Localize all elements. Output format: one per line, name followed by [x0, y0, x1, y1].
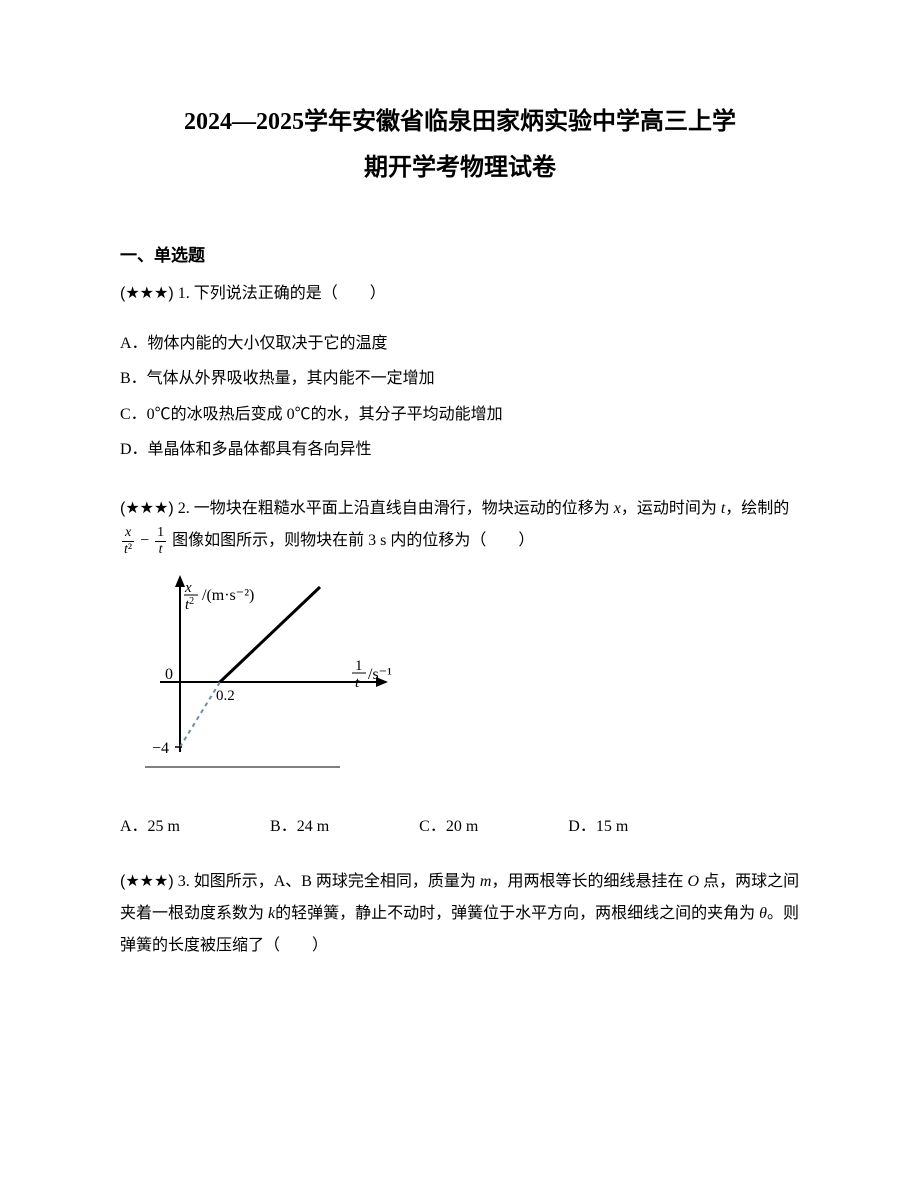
question-text-part3: ，绘制的 — [725, 500, 789, 517]
question-1: (★★★) 1. 下列说法正确的是（ ） — [120, 278, 800, 310]
question-text-part2: ，用两根等长的细线悬挂在 — [491, 873, 683, 890]
chart: x t2 /(m·s⁻²) 1 t /s⁻¹ 0 0.2 −4 — [120, 567, 800, 782]
y-axis-label-den: t2 — [185, 596, 194, 613]
x-tick-label: 0.2 — [216, 688, 235, 704]
option-d: D．单晶体和多晶体都具有各向异性 — [120, 432, 800, 467]
difficulty-stars: (★★★) — [120, 500, 174, 517]
question-number: 2. — [178, 500, 190, 517]
document-title: 2024—2025学年安徽省临泉田家炳实验中学高三上学 期开学考物理试卷 — [120, 100, 800, 191]
chart-svg: x t2 /(m·s⁻²) 1 t /s⁻¹ 0 0.2 −4 — [120, 567, 420, 777]
question-1-options: A．物体内能的大小仅取决于它的温度 B．气体从外界吸收热量，其内能不一定增加 C… — [120, 326, 800, 467]
difficulty-stars: (★★★) — [120, 285, 174, 302]
question-text-part4: 图像如图所示，则物块在前 3 s 内的位移为（ ） — [172, 532, 534, 549]
dashed-line — [180, 682, 220, 747]
question-text: 下列说法正确的是（ ） — [194, 285, 386, 302]
option-c: C．20 m — [419, 812, 478, 836]
y-axis-label: x — [184, 580, 192, 596]
question-2: (★★★) 2. 一物块在粗糙水平面上沿直线自由滑行，物块运动的位移为 x，运动… — [120, 493, 800, 557]
option-a: A．物体内能的大小仅取决于它的温度 — [120, 326, 800, 361]
question-number: 1. — [178, 285, 190, 302]
option-d: D．15 m — [568, 812, 628, 836]
option-b: B．24 m — [270, 812, 329, 836]
variable-theta: θ — [759, 905, 767, 922]
variable-m: m — [480, 873, 492, 890]
section-heading: 一、单选题 — [120, 241, 800, 266]
origin-label: 0 — [165, 666, 173, 683]
question-text-part1: 一物块在粗糙水平面上沿直线自由滑行，物块运动的位移为 — [194, 500, 610, 517]
question-2-options: A．25 m B．24 m C．20 m D．15 m — [120, 812, 800, 836]
y-axis-unit: /(m·s⁻²) — [202, 587, 254, 604]
x-axis-label-num: 1 — [355, 658, 363, 674]
variable-x: x — [614, 500, 621, 517]
x-axis-unit: /s⁻¹ — [368, 666, 392, 683]
title-line-2: 期开学考物理试卷 — [120, 146, 800, 192]
title-line-1: 2024—2025学年安徽省临泉田家炳实验中学高三上学 — [120, 100, 800, 146]
minus-sign: − — [140, 532, 153, 549]
y-neg-tick-label: −4 — [152, 740, 169, 757]
question-text-part2: ，运动时间为 — [621, 500, 717, 517]
question-number: 3. — [178, 873, 190, 890]
variable-o: O — [688, 873, 700, 890]
y-axis-arrow — [175, 575, 185, 587]
fraction-1-over-t: 1t — [155, 525, 166, 557]
question-3: (★★★) 3. 如图所示，A、B 两球完全相同，质量为 m，用两根等长的细线悬… — [120, 866, 800, 962]
option-a: A．25 m — [120, 812, 180, 836]
fraction-x-over-t2: xt² — [122, 525, 134, 557]
question-text-part4: 的轻弹簧，静止不动时，弹簧位于水平方向，两根细线之间的夹角为 — [275, 905, 755, 922]
difficulty-stars: (★★★) — [120, 873, 174, 890]
option-b: B．气体从外界吸收热量，其内能不一定增加 — [120, 361, 800, 396]
question-text-part1: 如图所示，A、B 两球完全相同，质量为 — [194, 873, 476, 890]
option-c: C．0℃的冰吸热后变成 0℃的水，其分子平均动能增加 — [120, 397, 800, 432]
